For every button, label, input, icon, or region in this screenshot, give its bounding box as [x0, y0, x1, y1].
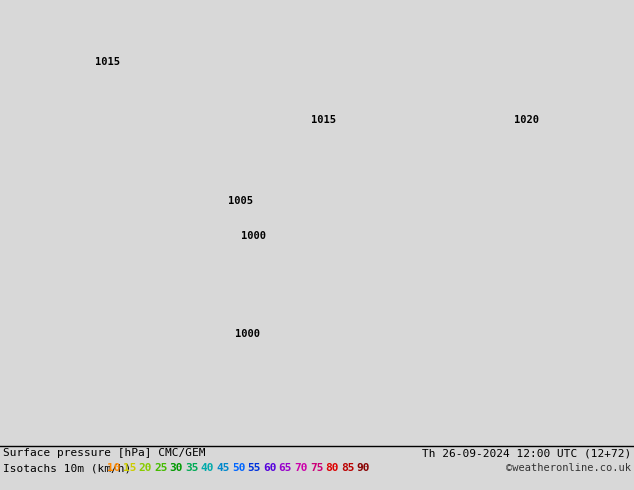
- Text: 65: 65: [279, 463, 292, 473]
- Text: Surface pressure [hPa] CMC/GEM: Surface pressure [hPa] CMC/GEM: [3, 448, 205, 458]
- Text: 55: 55: [247, 463, 261, 473]
- Text: 20: 20: [138, 463, 152, 473]
- Text: Th 26-09-2024 12:00 UTC (12+72): Th 26-09-2024 12:00 UTC (12+72): [422, 448, 631, 458]
- Text: 80: 80: [325, 463, 339, 473]
- Text: Isotachs 10m (km/h): Isotachs 10m (km/h): [3, 463, 138, 473]
- Text: 1015: 1015: [311, 115, 336, 125]
- Text: 25: 25: [154, 463, 167, 473]
- Text: 10: 10: [107, 463, 120, 473]
- Text: 1005: 1005: [228, 196, 254, 206]
- Text: 45: 45: [216, 463, 230, 473]
- Text: 1015: 1015: [95, 57, 120, 68]
- Text: 1000: 1000: [241, 231, 266, 242]
- Text: 85: 85: [341, 463, 354, 473]
- Text: 30: 30: [169, 463, 183, 473]
- Text: ©weatheronline.co.uk: ©weatheronline.co.uk: [506, 463, 631, 473]
- Text: 90: 90: [357, 463, 370, 473]
- Text: 15: 15: [123, 463, 136, 473]
- Text: 50: 50: [232, 463, 245, 473]
- Text: 1020: 1020: [514, 115, 539, 125]
- Text: 40: 40: [201, 463, 214, 473]
- Text: 70: 70: [294, 463, 307, 473]
- Text: 75: 75: [310, 463, 323, 473]
- Text: 35: 35: [185, 463, 198, 473]
- Text: 1000: 1000: [235, 329, 260, 340]
- Text: 60: 60: [263, 463, 276, 473]
